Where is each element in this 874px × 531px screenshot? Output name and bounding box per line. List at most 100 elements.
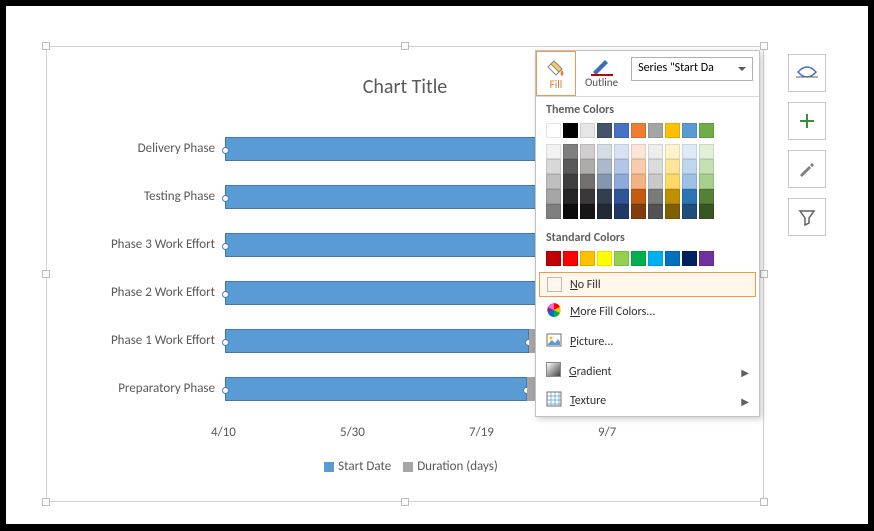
color-swatch[interactable] [580,189,595,204]
color-swatch[interactable] [580,204,595,219]
color-swatch[interactable] [546,123,561,138]
more-colors-item[interactable]: More Fill Colors... [536,297,759,327]
color-swatch[interactable] [665,159,680,174]
category-label[interactable]: Phase 3 Work Effort [45,237,215,252]
color-swatch[interactable] [648,189,663,204]
color-swatch[interactable] [648,123,663,138]
color-swatch[interactable] [580,251,595,266]
category-label[interactable]: Preparatory Phase [45,381,215,396]
color-swatch[interactable] [563,189,578,204]
color-swatch[interactable] [597,204,612,219]
chart-filter-icon[interactable] [788,198,826,236]
color-swatch[interactable] [614,204,629,219]
color-swatch[interactable] [614,159,629,174]
color-swatch[interactable] [648,159,663,174]
color-swatch[interactable] [597,144,612,159]
texture-icon [546,391,562,411]
mini-toolbar-popup: Fill Outline Series "Start Da Theme Colo… [535,50,760,417]
color-swatch[interactable] [546,251,561,266]
bar-start-date[interactable] [225,329,529,353]
bar-start-date[interactable] [225,377,527,401]
color-swatch[interactable] [580,123,595,138]
color-swatch[interactable] [597,189,612,204]
color-swatch[interactable] [614,123,629,138]
color-swatch[interactable] [648,174,663,189]
color-swatch[interactable] [580,144,595,159]
color-swatch[interactable] [563,174,578,189]
category-label[interactable]: Phase 1 Work Effort [45,333,215,348]
color-swatch[interactable] [682,204,697,219]
color-swatch[interactable] [563,251,578,266]
color-swatch[interactable] [597,159,612,174]
color-swatch[interactable] [546,189,561,204]
color-swatch[interactable] [648,144,663,159]
color-swatch[interactable] [563,159,578,174]
color-swatch[interactable] [699,204,714,219]
category-label[interactable]: Phase 2 Work Effort [45,285,215,300]
standard-colors-header: Standard Colors [536,225,759,249]
color-swatch[interactable] [597,251,612,266]
picture-item[interactable]: Picture... [536,327,759,357]
color-swatch[interactable] [648,251,663,266]
color-swatch[interactable] [682,174,697,189]
color-swatch[interactable] [665,123,680,138]
legend-label[interactable]: Duration (days) [417,459,498,474]
no-fill-item[interactable]: No Fill [539,272,756,297]
color-swatch[interactable] [665,204,680,219]
category-label[interactable]: Testing Phase [45,189,215,204]
texture-item[interactable]: Texture ▶ [536,386,759,416]
color-swatch[interactable] [563,123,578,138]
color-swatch[interactable] [682,144,697,159]
color-swatch[interactable] [699,159,714,174]
color-swatch[interactable] [699,189,714,204]
color-swatch[interactable] [614,189,629,204]
outline-button[interactable]: Outline [576,51,627,96]
color-swatch[interactable] [631,174,646,189]
color-swatch[interactable] [699,174,714,189]
color-swatch[interactable] [597,174,612,189]
color-swatch[interactable] [580,174,595,189]
color-swatch[interactable] [631,189,646,204]
color-swatch[interactable] [546,159,561,174]
theme-color-row [536,121,759,144]
color-swatch[interactable] [614,174,629,189]
color-swatch[interactable] [665,174,680,189]
chart-elements-icon[interactable] [788,102,826,140]
theme-color-matrix [536,144,759,225]
color-swatch[interactable] [682,189,697,204]
chart-styles-icon[interactable] [788,150,826,188]
legend[interactable]: Start Date Duration (days) [47,459,763,474]
color-swatch[interactable] [682,159,697,174]
color-swatch[interactable] [546,144,561,159]
color-swatch[interactable] [563,144,578,159]
color-swatch[interactable] [665,251,680,266]
chart-layout-icon[interactable] [788,54,826,92]
color-swatch[interactable] [699,123,714,138]
legend-label[interactable]: Start Date [338,459,391,474]
color-swatch[interactable] [665,144,680,159]
gradient-item[interactable]: Gradient ▶ [536,357,759,386]
color-swatch[interactable] [665,189,680,204]
color-swatch[interactable] [648,204,663,219]
color-swatch[interactable] [614,251,629,266]
color-swatch[interactable] [631,251,646,266]
color-swatch[interactable] [699,144,714,159]
gradient-icon [546,362,561,381]
color-swatch[interactable] [614,144,629,159]
color-swatch[interactable] [631,144,646,159]
color-swatch[interactable] [546,204,561,219]
color-swatch[interactable] [682,123,697,138]
series-selector[interactable]: Series "Start Da [631,57,753,81]
bar-start-date[interactable] [225,281,540,305]
color-swatch[interactable] [631,204,646,219]
color-swatch[interactable] [682,251,697,266]
color-swatch[interactable] [546,174,561,189]
color-swatch[interactable] [580,159,595,174]
category-label[interactable]: Delivery Phase [45,141,215,156]
color-swatch[interactable] [631,159,646,174]
color-swatch[interactable] [563,204,578,219]
color-swatch[interactable] [631,123,646,138]
fill-button[interactable]: Fill [536,51,576,96]
color-swatch[interactable] [597,123,612,138]
color-swatch[interactable] [699,251,714,266]
